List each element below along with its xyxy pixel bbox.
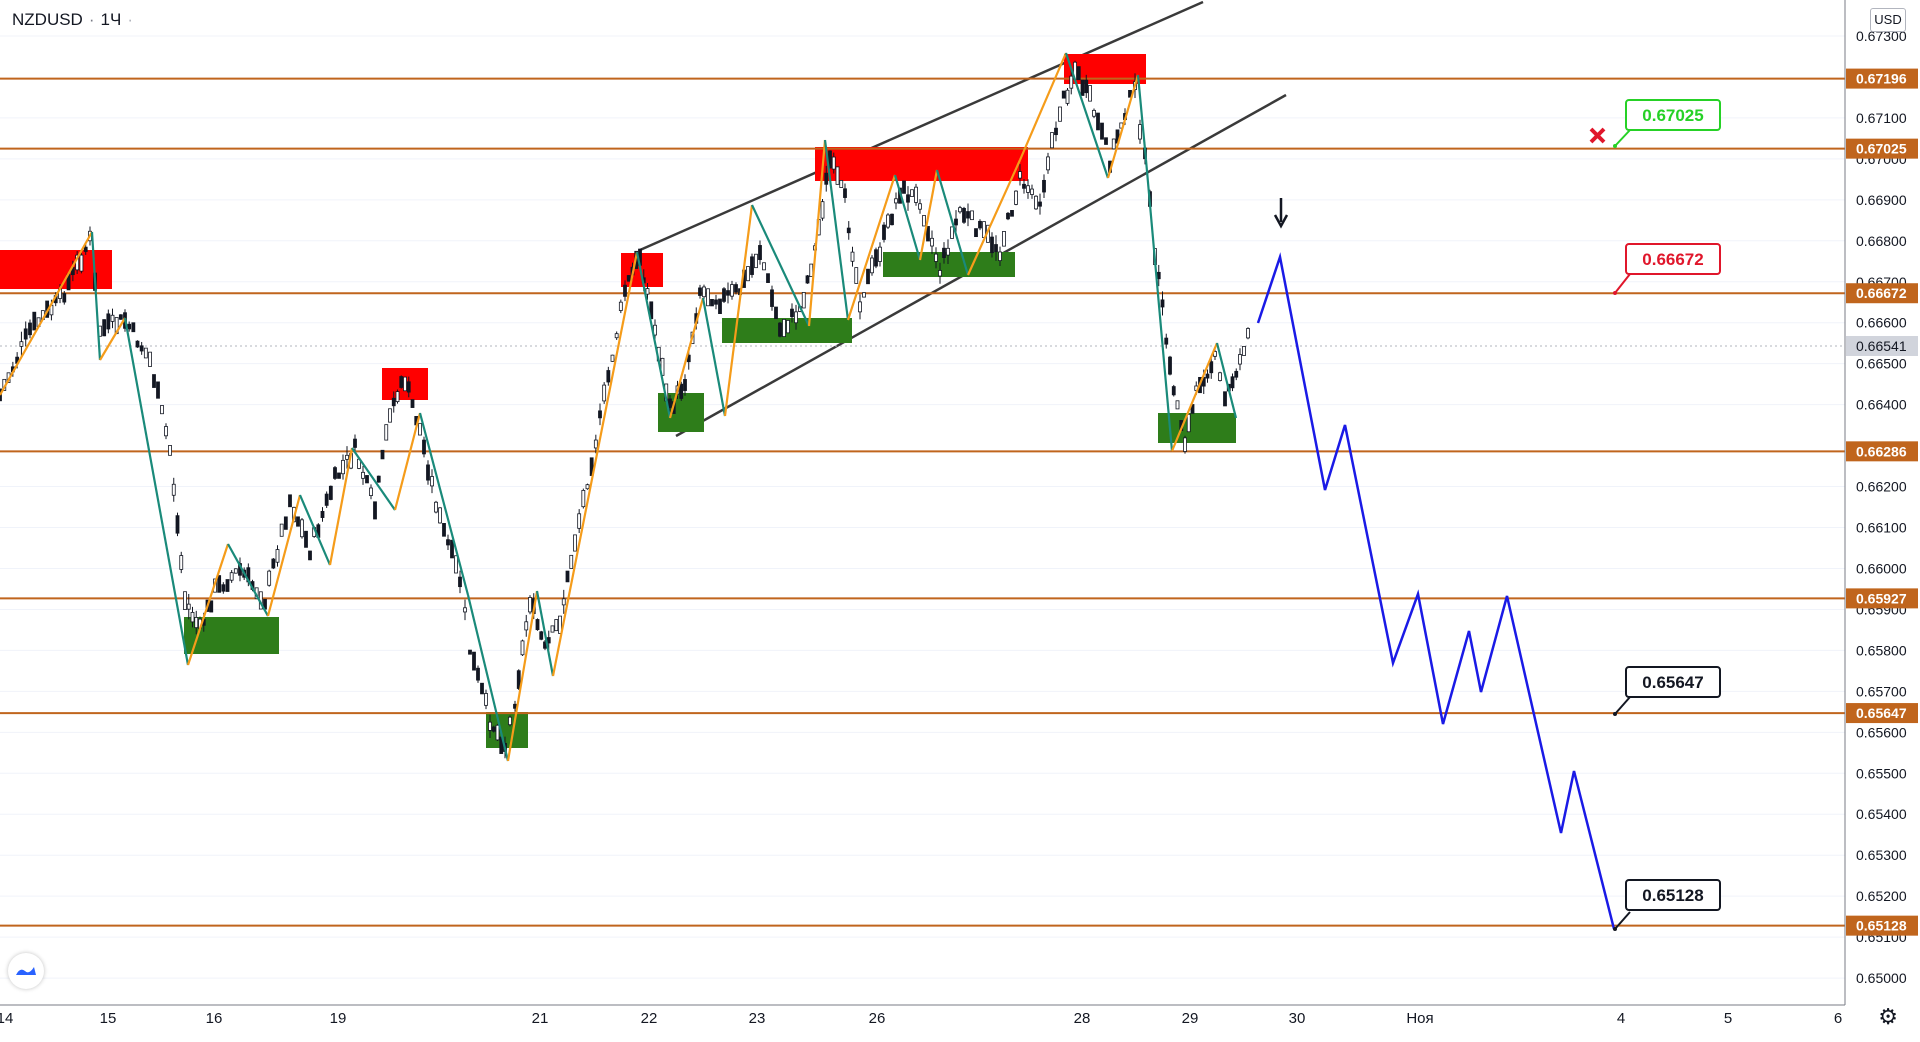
callout-0.67025[interactable]: 0.67025 xyxy=(1613,99,1721,148)
currency-button[interactable]: USD xyxy=(1870,8,1906,32)
price-tick-label: 0.66600 xyxy=(1856,315,1907,331)
level-tag xyxy=(1846,138,1918,159)
time-tick-label: 23 xyxy=(749,1010,766,1027)
price-axis[interactable]: 0.673000.671000.670000.669000.668000.667… xyxy=(1844,0,1920,1005)
price-tick-label: 0.67300 xyxy=(1856,28,1907,44)
time-tick-label: 4 xyxy=(1617,1010,1625,1027)
interval: 1Ч xyxy=(100,10,122,29)
level-tag xyxy=(1846,441,1918,462)
horizontal-levels[interactable] xyxy=(0,77,1845,927)
callout-0.65647[interactable]: 0.65647 xyxy=(1613,666,1721,716)
level-tag-label: 0.65647 xyxy=(1856,705,1907,721)
callout-label: 0.65647 xyxy=(1642,673,1703,692)
time-tick-label: 14 xyxy=(0,1010,13,1027)
grid xyxy=(0,35,1845,979)
level-tag-label: 0.67196 xyxy=(1856,71,1907,87)
status-dot: · xyxy=(127,10,133,29)
price-tick-label: 0.65200 xyxy=(1856,888,1907,904)
separator: · xyxy=(88,10,95,29)
level-tag-label: 0.66672 xyxy=(1856,285,1907,301)
level-tag xyxy=(1846,915,1918,936)
price-tick-label: 0.66800 xyxy=(1856,233,1907,249)
time-tick-label: 30 xyxy=(1289,1010,1306,1027)
price-tick-label: 0.66500 xyxy=(1856,356,1907,372)
time-tick-label: 5 xyxy=(1724,1010,1732,1027)
time-tick-label: 28 xyxy=(1074,1010,1091,1027)
level-tag-label: 0.67025 xyxy=(1856,141,1907,157)
level-tag xyxy=(1846,283,1918,304)
time-tick-label: Ноя xyxy=(1406,1010,1433,1027)
time-axis[interactable]: 14 15 16 19 21 22 23 26 28 29 30 Ноя 4 5 6 xyxy=(0,1004,1845,1042)
price-tick-label: 0.65800 xyxy=(1856,642,1907,658)
red-x-icon xyxy=(1589,127,1606,144)
callout-label: 0.67025 xyxy=(1642,106,1703,125)
price-tick-label: 0.65300 xyxy=(1856,847,1907,863)
zigzag-waves xyxy=(0,52,1238,762)
time-tick-label: 19 xyxy=(330,1010,347,1027)
level-tag-label: 0.66286 xyxy=(1856,443,1907,459)
level-tag xyxy=(1846,588,1918,609)
price-tick-label: 0.65000 xyxy=(1856,970,1907,986)
callout-0.65128[interactable]: 0.65128 xyxy=(1613,879,1721,931)
price-tick-label: 0.66400 xyxy=(1856,397,1907,413)
support-zone[interactable] xyxy=(883,252,1015,277)
time-tick-label: 29 xyxy=(1182,1010,1199,1027)
price-tick-label: 0.67100 xyxy=(1856,110,1907,126)
price-callouts[interactable]: 0.67025 0.66672 0.65647 0.65128 xyxy=(1613,99,1721,931)
down-arrow-icon xyxy=(1273,198,1289,229)
forecast-path[interactable] xyxy=(1256,252,1616,930)
channel-upper-line[interactable] xyxy=(639,0,1204,252)
level-tag-label: 0.65128 xyxy=(1856,918,1907,934)
time-tick-label: 21 xyxy=(532,1010,549,1027)
callout-label: 0.66672 xyxy=(1642,250,1703,269)
tradingview-logo-icon[interactable] xyxy=(8,953,44,989)
callout-label: 0.65128 xyxy=(1642,886,1703,905)
current-price-label: 0.66541 xyxy=(1856,338,1907,354)
time-tick-label: 16 xyxy=(206,1010,223,1027)
symbol-name: NZDUSD xyxy=(12,10,83,29)
level-tag xyxy=(1846,68,1918,89)
price-tick-label: 0.66900 xyxy=(1856,192,1907,208)
level-tag-label: 0.65927 xyxy=(1856,590,1907,606)
price-tick-label: 0.66100 xyxy=(1856,520,1907,536)
time-tick-label: 6 xyxy=(1834,1010,1842,1027)
current-price-tag: 0.66541 xyxy=(1846,336,1918,356)
price-tick-label: 0.65500 xyxy=(1856,765,1907,781)
price-tick-label: 0.65700 xyxy=(1856,683,1907,699)
price-tick-label: 0.65600 xyxy=(1856,724,1907,740)
time-tick-label: 26 xyxy=(869,1010,886,1027)
time-tick-label: 22 xyxy=(641,1010,658,1027)
time-tick-label: 15 xyxy=(100,1010,117,1027)
price-tick-label: 0.65400 xyxy=(1856,806,1907,822)
symbol-header[interactable]: NZDUSD · 1Ч · xyxy=(12,10,139,30)
level-tag xyxy=(1846,703,1918,724)
callout-0.66672[interactable]: 0.66672 xyxy=(1613,243,1721,295)
gear-icon[interactable]: ⚙ xyxy=(1878,1004,1898,1029)
price-tick-label: 0.66200 xyxy=(1856,479,1907,495)
resistance-zone[interactable] xyxy=(815,147,1028,181)
price-tick-label: 0.66000 xyxy=(1856,560,1907,576)
